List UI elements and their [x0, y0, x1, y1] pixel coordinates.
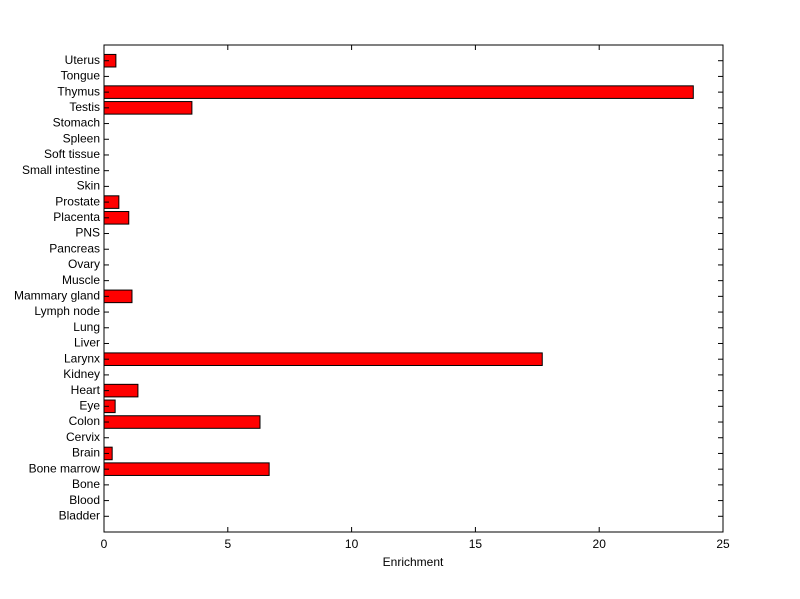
bar	[103, 85, 694, 99]
y-tick-label: Brain	[72, 446, 100, 460]
y-tick-label: Spleen	[63, 131, 100, 145]
y-tick-label: Blood	[69, 493, 100, 507]
x-tick-label: 5	[224, 537, 231, 551]
y-tick-label: Eye	[79, 398, 100, 412]
bar	[103, 462, 270, 476]
y-tick-label: Kidney	[63, 367, 100, 381]
y-tick-label: Liver	[74, 336, 100, 350]
y-tick-label: Larynx	[64, 351, 100, 365]
y-tick-label: Cervix	[66, 430, 100, 444]
y-tick-label: Lymph node	[34, 304, 100, 318]
x-tick-label: 20	[593, 537, 607, 551]
y-tick-label: Ovary	[68, 257, 100, 271]
bar	[103, 415, 261, 429]
y-tick-label: Prostate	[55, 194, 100, 208]
y-tick-label: Lung	[73, 320, 100, 334]
y-tick-label: PNS	[75, 226, 100, 240]
y-tick-label: Colon	[69, 414, 100, 428]
plot-frame	[103, 44, 724, 533]
y-tick-label: Small intestine	[22, 163, 100, 177]
x-axis-label: Enrichment	[383, 555, 444, 569]
x-tick-label: 10	[345, 537, 359, 551]
bar	[103, 383, 139, 398]
y-tick-label: Soft tissue	[44, 147, 100, 161]
y-tick-label: Skin	[77, 179, 100, 193]
x-tick-label: 15	[469, 537, 483, 551]
y-tick-label: Thymus	[57, 84, 100, 98]
y-tick-label: Placenta	[53, 210, 100, 224]
bar	[103, 101, 193, 115]
y-tick-label: Heart	[71, 383, 101, 397]
y-tick-label: Pancreas	[49, 241, 100, 255]
y-tick-label: Bone	[72, 477, 100, 491]
x-tick-label: 0	[101, 537, 108, 551]
y-tick-label: Stomach	[53, 116, 100, 130]
y-tick-label: Muscle	[62, 273, 100, 287]
y-tick-label: Mammary gland	[14, 289, 100, 303]
y-tick-label: Tongue	[61, 69, 101, 83]
y-tick-label: Bladder	[59, 508, 100, 522]
y-tick-label: Testis	[69, 100, 100, 114]
bar	[103, 352, 543, 366]
y-tick-label: Uterus	[65, 53, 100, 67]
x-tick-label: 25	[716, 537, 730, 551]
y-tick-label: Bone marrow	[29, 461, 101, 475]
